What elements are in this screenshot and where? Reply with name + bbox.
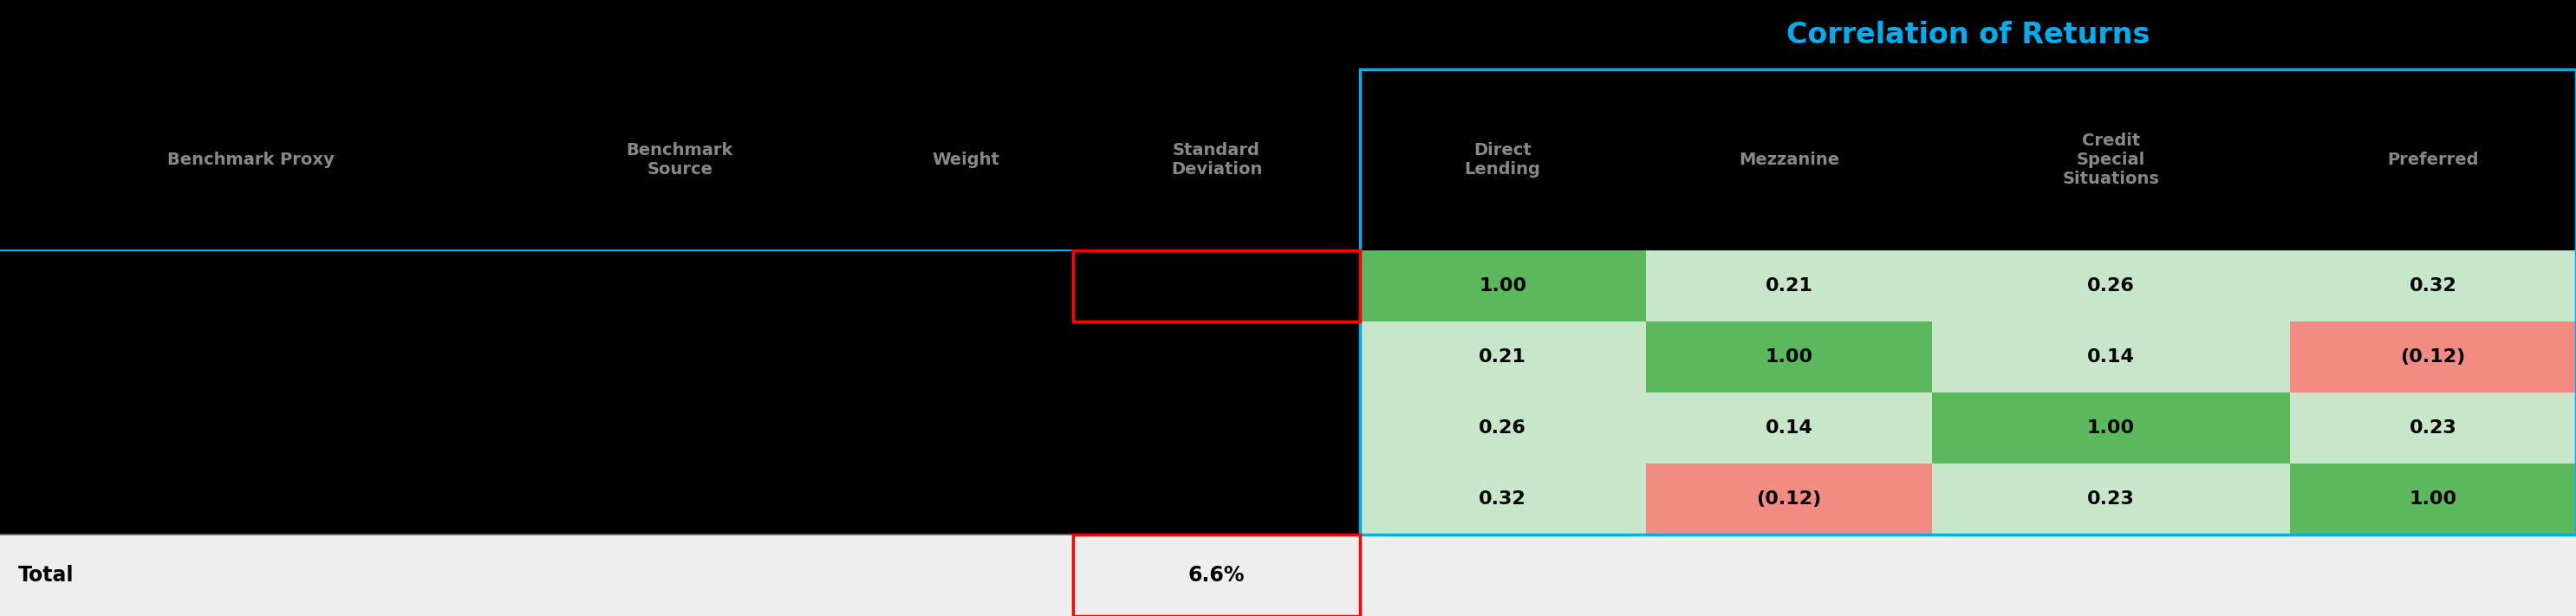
Text: 0.32: 0.32	[2409, 277, 2458, 294]
Bar	[0, 535, 2576, 616]
Bar	[1074, 535, 1360, 616]
Text: (0.12): (0.12)	[1757, 490, 1821, 508]
Text: Preferred: Preferred	[2388, 152, 2478, 168]
Text: 1.00: 1.00	[1479, 277, 1528, 294]
Bar	[500, 322, 858, 392]
Text: 6.6%: 6.6%	[1188, 565, 1244, 586]
Bar	[1360, 463, 1646, 535]
Bar	[2290, 322, 2576, 392]
Bar	[1074, 463, 1360, 535]
Bar	[1932, 322, 2290, 392]
Text: Weight: Weight	[933, 152, 999, 168]
Text: 1.00: 1.00	[1765, 348, 1814, 365]
Text: Mezzanine: Mezzanine	[1739, 152, 1839, 168]
Bar	[1932, 392, 2290, 463]
Text: 1.00: 1.00	[2087, 419, 2136, 437]
Bar	[2290, 392, 2576, 463]
Text: 0.32: 0.32	[1479, 490, 1528, 508]
Bar	[1074, 250, 1360, 322]
Bar	[1360, 392, 1646, 463]
Bar	[1646, 392, 1932, 463]
Bar	[1932, 463, 2290, 535]
Bar	[1074, 322, 1360, 392]
Bar	[1646, 250, 1932, 322]
Text: 0.26: 0.26	[1479, 419, 1528, 437]
Bar	[500, 250, 858, 322]
Text: Benchmark Proxy: Benchmark Proxy	[167, 152, 335, 168]
Bar	[1074, 250, 1360, 322]
Text: (0.12): (0.12)	[2401, 348, 2465, 365]
Bar	[2290, 463, 2576, 535]
Bar	[1360, 70, 2576, 535]
Bar	[2290, 250, 2576, 322]
Bar	[1360, 70, 1646, 250]
Bar	[2290, 70, 2576, 250]
Text: 0.26: 0.26	[2087, 277, 2136, 294]
Text: 0.21: 0.21	[1479, 348, 1528, 365]
Bar	[1646, 70, 1932, 250]
Bar	[858, 250, 1074, 322]
Text: 0.14: 0.14	[2087, 348, 2136, 365]
Bar	[500, 392, 858, 463]
Bar	[0, 250, 500, 322]
Bar	[1360, 322, 1646, 392]
Text: 0.23: 0.23	[2409, 419, 2458, 437]
Bar	[0, 392, 500, 463]
Text: 0.14: 0.14	[1765, 419, 1814, 437]
Bar	[1932, 70, 2290, 250]
Bar	[858, 392, 1074, 463]
Text: Total: Total	[18, 565, 75, 586]
Bar	[0, 322, 500, 392]
Bar	[500, 463, 858, 535]
Text: 0.21: 0.21	[1765, 277, 1814, 294]
Text: Standard
Deviation: Standard Deviation	[1170, 142, 1262, 177]
Bar	[0, 463, 500, 535]
Bar	[1360, 250, 1646, 322]
Text: Credit
Special
Situations: Credit Special Situations	[2063, 132, 2159, 187]
Bar	[1646, 463, 1932, 535]
Bar	[500, 70, 858, 250]
Text: 0.23: 0.23	[2087, 490, 2136, 508]
Text: Direct
Lending: Direct Lending	[1466, 142, 1540, 177]
Bar	[1932, 250, 2290, 322]
Bar	[1074, 70, 1360, 250]
Text: Correlation of Returns: Correlation of Returns	[1785, 20, 2148, 49]
Text: Benchmark
Source: Benchmark Source	[626, 142, 734, 177]
Bar	[858, 322, 1074, 392]
Text: 1.00: 1.00	[2409, 490, 2458, 508]
Bar	[0, 70, 500, 250]
Bar	[1646, 322, 1932, 392]
Bar	[858, 70, 1074, 250]
Bar	[858, 463, 1074, 535]
Bar	[1074, 392, 1360, 463]
